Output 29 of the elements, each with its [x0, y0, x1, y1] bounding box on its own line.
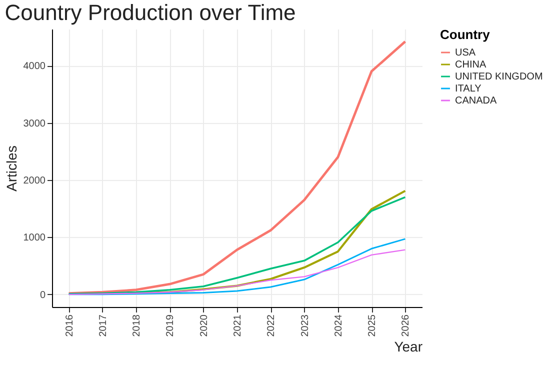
- legend-label: ITALY: [455, 84, 482, 94]
- y-axis-title: Articles: [3, 146, 20, 192]
- x-tick-label: 2026: [400, 314, 412, 337]
- legend-label: CANADA: [455, 96, 498, 106]
- x-tick-label: 2019: [165, 314, 176, 337]
- y-tick-label: 1000: [23, 232, 46, 244]
- line-series: [68, 40, 406, 294]
- x-tick-label: 2021: [232, 314, 244, 337]
- line-series: [68, 249, 406, 296]
- legend-label: USA: [455, 48, 476, 58]
- x-tick-label: 2016: [64, 314, 76, 337]
- chart-title: Country Production over Time: [4, 0, 296, 25]
- y-tick-label: 0: [40, 290, 46, 301]
- legend-label: CHINA: [455, 60, 486, 70]
- y-tick-label: 4000: [23, 61, 46, 72]
- x-tick-label: 2025: [367, 314, 378, 337]
- x-tick-label: 2017: [98, 314, 109, 337]
- legend-title: Country: [440, 27, 491, 42]
- legend-label: UNITED KINGDOM: [455, 72, 543, 82]
- x-tick-label: 2022: [266, 314, 278, 337]
- x-tick-label: 2023: [300, 314, 311, 337]
- x-tick-label: 2020: [198, 314, 210, 337]
- y-tick-label: 3000: [23, 118, 46, 130]
- line-series: [68, 196, 406, 295]
- x-tick-label: 2024: [333, 314, 344, 337]
- x-tick-label: 2018: [132, 314, 143, 337]
- line-series: [68, 238, 406, 296]
- y-tick-label: 2000: [23, 176, 46, 187]
- x-axis-title: Year: [394, 338, 423, 355]
